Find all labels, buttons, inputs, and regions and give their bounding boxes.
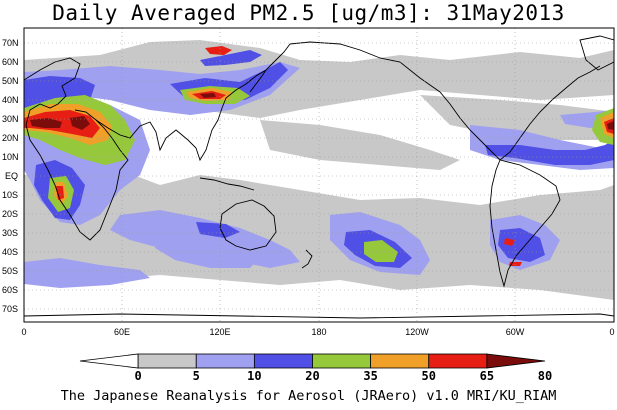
lat-label: 10N xyxy=(2,152,19,162)
lat-labels: 70N 60N 50N 40N 30N 20N 10N EQ 10S 20S 3… xyxy=(2,38,19,314)
colorbar-label: 50 xyxy=(422,369,436,383)
lon-label: 60E xyxy=(114,327,130,337)
colorbar-label: 5 xyxy=(193,369,200,383)
colorbar-swatch xyxy=(486,353,546,369)
lat-label: 60N xyxy=(2,57,19,67)
plot-frame xyxy=(23,27,615,323)
colorbar-label: 35 xyxy=(363,369,377,383)
colorbar-label: 0 xyxy=(135,369,142,383)
lat-label: 70N xyxy=(2,38,19,48)
colorbar-label: 10 xyxy=(247,369,261,383)
colorbar-swatch xyxy=(370,353,430,369)
lon-label: 0 xyxy=(21,327,26,337)
pm25-field xyxy=(24,40,614,300)
colorbar-swatch xyxy=(195,353,255,369)
colorbar-swatch xyxy=(312,353,372,369)
lat-label: 60S xyxy=(2,285,18,295)
lat-label: 40S xyxy=(2,247,18,257)
colorbar-swatch xyxy=(253,353,313,369)
lat-label: 10S xyxy=(2,190,18,200)
lat-label: 20S xyxy=(2,209,18,219)
colorbar-label: 80 xyxy=(538,369,552,383)
colorbar: 0 5 10 20 35 50 65 80 xyxy=(79,353,552,383)
lon-label: 60W xyxy=(506,327,525,337)
footer-credit: The Japanese Reanalysis for Aerosol (JRA… xyxy=(60,388,557,404)
lon-label: 120E xyxy=(209,327,230,337)
lat-label: 30S xyxy=(2,228,18,238)
lat-label: 30N xyxy=(2,114,19,124)
lat-label: 50S xyxy=(2,266,18,276)
lat-label: 50N xyxy=(2,76,19,86)
lat-label: 20N xyxy=(2,133,19,143)
colorbar-label: 20 xyxy=(305,369,319,383)
map-title: Daily Averaged PM2.5 [ug/m3]: 31May2013 xyxy=(52,1,565,25)
graticule xyxy=(24,28,614,322)
lat-label: EQ xyxy=(5,171,18,181)
lon-label: 180 xyxy=(311,327,326,337)
lon-label: 0 xyxy=(609,327,614,337)
colorbar-swatch xyxy=(428,353,488,369)
lon-labels: 0 60E 120E 180 120W 60W 0 xyxy=(21,327,614,337)
lat-label: 70S xyxy=(2,304,18,314)
colorbar-label: 65 xyxy=(480,369,494,383)
colorbar-swatch xyxy=(137,353,197,369)
lat-label: 40N xyxy=(2,95,19,105)
pm25-map: 70N 60N 50N 40N 30N 20N 10N EQ 10S 20S 3… xyxy=(2,27,615,383)
lon-label: 120W xyxy=(405,327,429,337)
coastlines xyxy=(24,35,614,319)
colorbar-swatch xyxy=(79,353,139,369)
